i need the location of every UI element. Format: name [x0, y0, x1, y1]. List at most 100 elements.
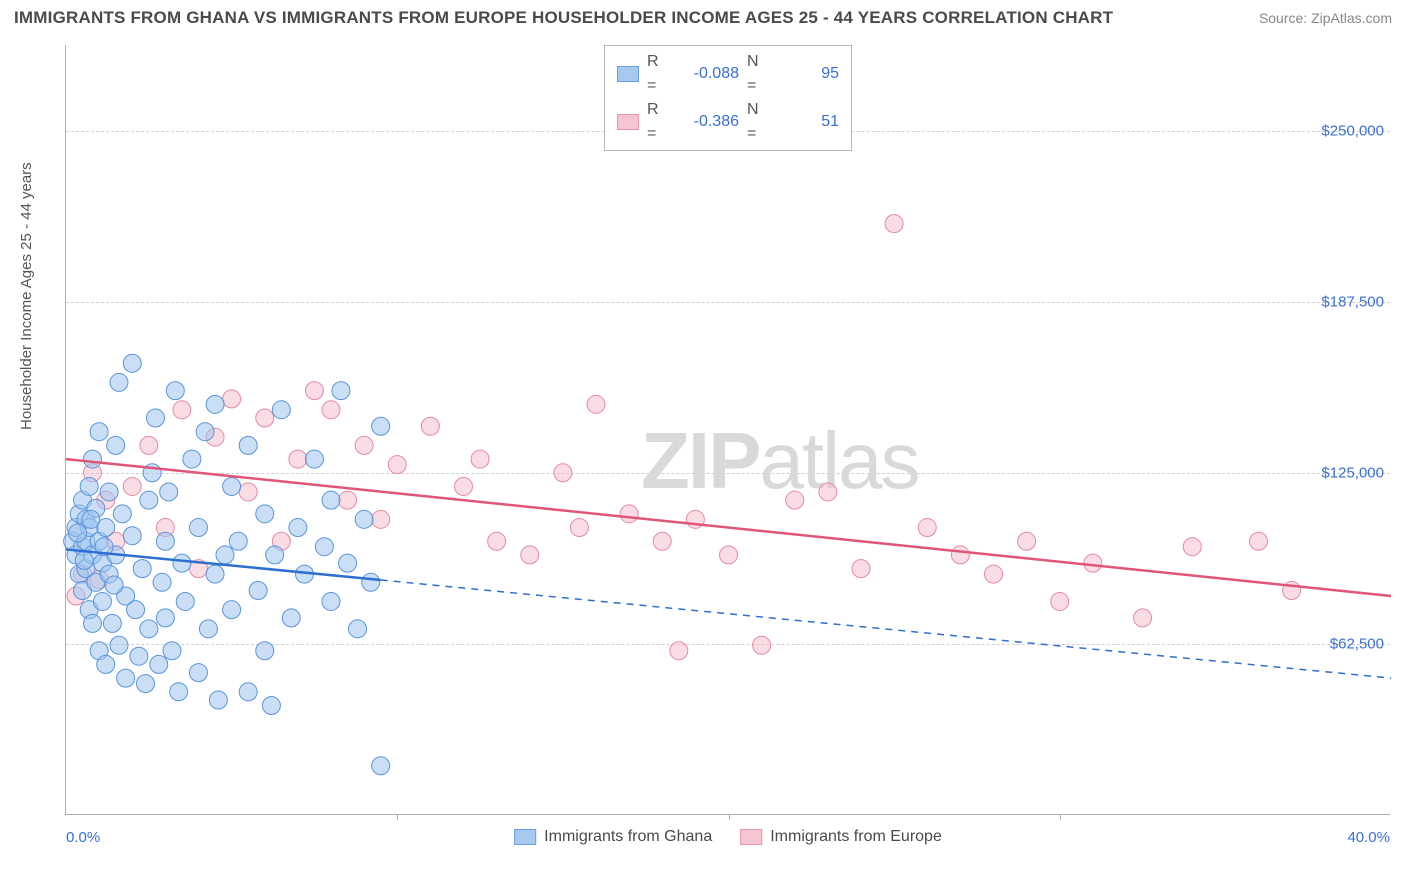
data-point	[1084, 554, 1102, 572]
data-point	[239, 436, 257, 454]
data-point	[137, 675, 155, 693]
y-tick-label: $250,000	[1321, 122, 1384, 139]
data-point	[332, 382, 350, 400]
chart-plot-area: ZIPatlas R = -0.088 N = 95 R = -0.386 N …	[65, 45, 1390, 815]
data-point	[156, 609, 174, 627]
data-point	[471, 450, 489, 468]
data-point	[256, 642, 274, 660]
x-tick	[1060, 814, 1061, 820]
data-point	[315, 538, 333, 556]
data-point	[554, 464, 572, 482]
data-point	[156, 532, 174, 550]
data-point	[852, 560, 870, 578]
data-point	[653, 532, 671, 550]
data-point	[885, 215, 903, 233]
data-point	[173, 554, 191, 572]
data-point	[388, 456, 406, 474]
data-point	[140, 620, 158, 638]
data-point	[620, 505, 638, 523]
source-attribution: Source: ZipAtlas.com	[1259, 10, 1392, 26]
data-point	[110, 636, 128, 654]
x-axis-min-label: 0.0%	[66, 829, 100, 846]
data-point	[372, 757, 390, 775]
data-point	[322, 401, 340, 419]
y-axis-title: Householder Income Ages 25 - 44 years	[18, 162, 35, 430]
stats-row-europe: R = -0.386 N = 51	[617, 98, 839, 146]
legend-item-europe: Immigrants from Europe	[740, 828, 942, 846]
data-point	[123, 477, 141, 495]
data-point	[75, 551, 93, 569]
data-point	[339, 554, 357, 572]
data-point	[786, 491, 804, 509]
data-point	[488, 532, 506, 550]
data-point	[84, 450, 102, 468]
data-point	[97, 655, 115, 673]
stats-row-ghana: R = -0.088 N = 95	[617, 50, 839, 98]
data-point	[170, 683, 188, 701]
x-tick	[729, 814, 730, 820]
ghana-r-value: -0.088	[679, 62, 739, 86]
data-point	[160, 483, 178, 501]
y-tick-label: $187,500	[1321, 293, 1384, 310]
data-point	[153, 573, 171, 591]
y-tick-label: $125,000	[1321, 464, 1384, 481]
swatch-ghana	[514, 829, 536, 845]
data-point	[146, 409, 164, 427]
data-point	[163, 642, 181, 660]
data-point	[140, 436, 158, 454]
data-point	[372, 417, 390, 435]
data-point	[150, 655, 168, 673]
data-point	[209, 691, 227, 709]
data-point	[123, 527, 141, 545]
data-point	[190, 664, 208, 682]
data-point	[305, 382, 323, 400]
data-point	[100, 483, 118, 501]
data-point	[127, 601, 145, 619]
legend-item-ghana: Immigrants from Ghana	[514, 828, 712, 846]
data-point	[216, 546, 234, 564]
data-point	[1250, 532, 1268, 550]
data-point	[282, 609, 300, 627]
data-point	[223, 477, 241, 495]
data-point	[322, 491, 340, 509]
data-point	[105, 576, 123, 594]
legend-label-ghana: Immigrants from Ghana	[544, 828, 712, 846]
data-point	[1051, 592, 1069, 610]
data-point	[166, 382, 184, 400]
data-point	[521, 546, 539, 564]
scatter-svg	[66, 45, 1390, 814]
data-point	[69, 524, 87, 542]
data-point	[90, 423, 108, 441]
chart-title: IMMIGRANTS FROM GHANA VS IMMIGRANTS FROM…	[14, 8, 1113, 28]
data-point	[239, 483, 257, 501]
data-point	[140, 491, 158, 509]
data-point	[289, 450, 307, 468]
data-point	[272, 401, 290, 419]
data-point	[670, 642, 688, 660]
data-point	[262, 696, 280, 714]
data-point	[1018, 532, 1036, 550]
data-point	[84, 614, 102, 632]
swatch-europe	[740, 829, 762, 845]
data-point	[985, 565, 1003, 583]
trend-line-dashed	[381, 580, 1391, 678]
ghana-n-value: 95	[779, 62, 839, 86]
data-point	[819, 483, 837, 501]
series-legend: Immigrants from Ghana Immigrants from Eu…	[514, 828, 942, 846]
legend-label-europe: Immigrants from Europe	[770, 828, 942, 846]
europe-r-value: -0.386	[679, 110, 739, 134]
data-point	[256, 505, 274, 523]
data-point	[355, 436, 373, 454]
data-point	[176, 592, 194, 610]
x-tick	[397, 814, 398, 820]
data-point	[289, 519, 307, 537]
r-label: R =	[647, 98, 671, 146]
data-point	[80, 477, 98, 495]
data-point	[206, 395, 224, 413]
data-point	[183, 450, 201, 468]
data-point	[587, 395, 605, 413]
chart-header: IMMIGRANTS FROM GHANA VS IMMIGRANTS FROM…	[14, 8, 1392, 28]
n-label: N =	[747, 98, 771, 146]
data-point	[305, 450, 323, 468]
data-point	[951, 546, 969, 564]
